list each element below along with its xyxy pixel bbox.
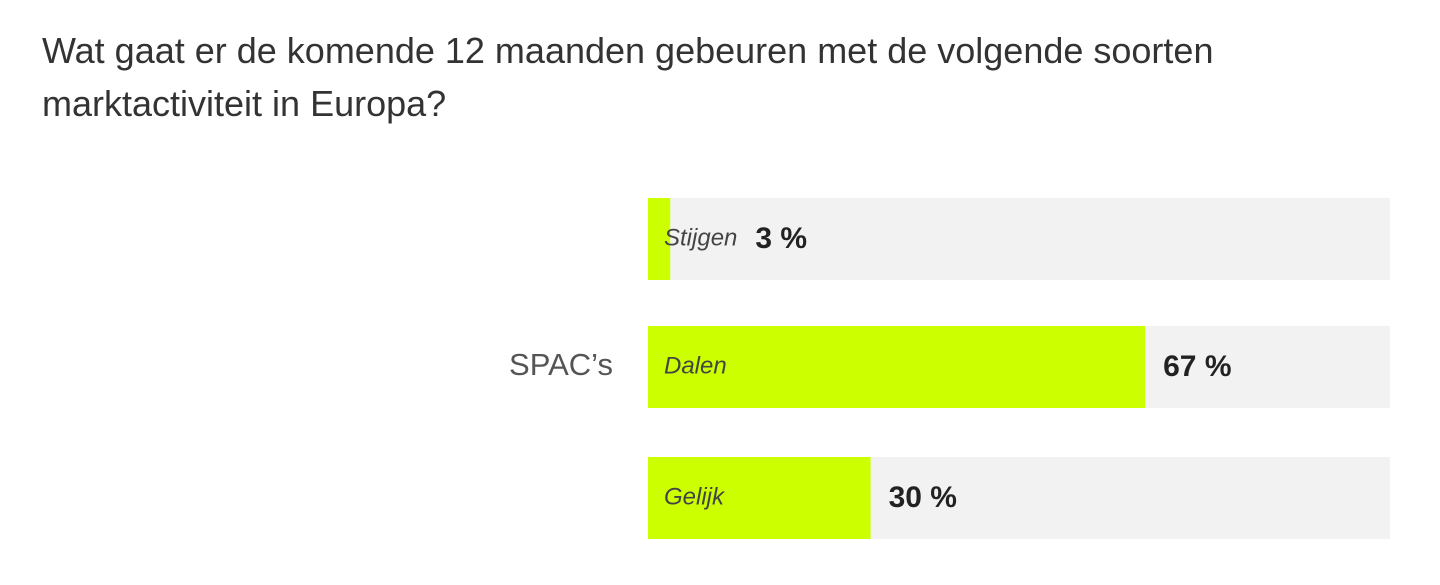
value-label: 3 % bbox=[755, 222, 807, 255]
bar bbox=[648, 198, 671, 280]
category-label: Dalen bbox=[664, 352, 727, 379]
bar bbox=[648, 326, 1146, 408]
value-label: 30 % bbox=[889, 481, 957, 514]
group-label: SPAC’s bbox=[509, 347, 613, 382]
bar bbox=[648, 457, 871, 539]
category-label: Gelijk bbox=[664, 483, 726, 510]
chart-title: Wat gaat er de komende 12 maanden gebeur… bbox=[42, 30, 1214, 124]
bar-track bbox=[648, 198, 1390, 280]
value-label: 67 % bbox=[1163, 350, 1231, 383]
category-label: Stijgen bbox=[664, 224, 737, 251]
